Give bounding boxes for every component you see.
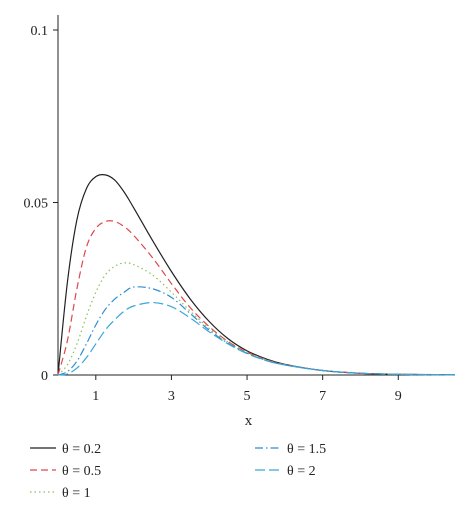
legend-item: θ = 0.5 bbox=[30, 464, 101, 479]
legend-item: θ = 0.2 bbox=[30, 442, 101, 457]
legend-label: θ = 1.5 bbox=[287, 442, 326, 457]
y-tick-label: 0.1 bbox=[31, 24, 49, 39]
series-line-4 bbox=[57, 286, 456, 376]
axes: 0 0.05 0.1 1 3 5 7 9 x bbox=[24, 15, 455, 429]
x-tick-label: 3 bbox=[168, 389, 175, 404]
legend-label: θ = 1 bbox=[62, 486, 91, 501]
series-line-1 bbox=[57, 173, 456, 376]
series-line-3 bbox=[57, 262, 456, 376]
x-tick-label: 9 bbox=[395, 389, 402, 404]
x-tick-label: 5 bbox=[244, 389, 251, 404]
legend-item: θ = 1 bbox=[30, 486, 91, 501]
legend-item: θ = 1.5 bbox=[255, 442, 326, 457]
y-tick-label: 0.05 bbox=[24, 197, 49, 212]
legend-label: θ = 0.2 bbox=[62, 442, 101, 457]
legend-label: θ = 2 bbox=[287, 464, 316, 479]
series-line-2 bbox=[57, 220, 456, 376]
series-line-5 bbox=[57, 301, 456, 376]
x-tick-label: 7 bbox=[319, 389, 326, 404]
y-tick-label: 0 bbox=[41, 369, 48, 384]
legend-label: θ = 0.5 bbox=[62, 464, 101, 479]
legend-item: θ = 2 bbox=[255, 464, 316, 479]
x-tick-label: 1 bbox=[92, 389, 99, 404]
x-axis-label: x bbox=[245, 413, 253, 429]
series-layer bbox=[57, 173, 456, 376]
legend: θ = 0.2 θ = 0.5 θ = 1 θ = 1.5 θ = 2 bbox=[30, 442, 326, 501]
